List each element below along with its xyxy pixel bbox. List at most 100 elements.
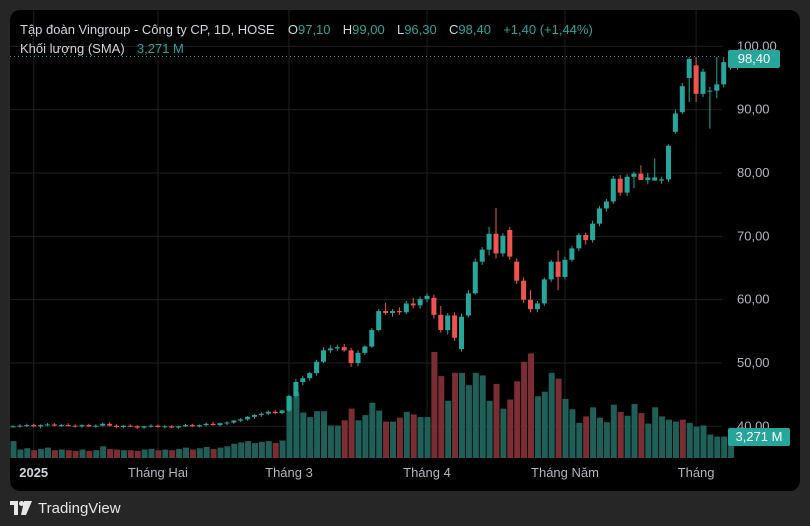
close-label: C: [449, 22, 459, 37]
candle-body: [597, 208, 602, 224]
candle-body: [224, 422, 230, 424]
volume-bar: [465, 385, 472, 458]
volume-bar: [245, 441, 252, 458]
candle-body: [652, 177, 658, 181]
volume-bar: [528, 353, 534, 458]
volume-bar: [438, 376, 445, 458]
candle-body: [583, 235, 589, 241]
volume-bar: [645, 423, 652, 458]
volume-bar: [65, 450, 72, 458]
y-tick-label: 60,00: [737, 292, 770, 307]
volume-bar: [362, 415, 369, 458]
symbol-title[interactable]: Tập đoàn Vingroup - Công ty CP, 1D, HOSE: [20, 22, 275, 37]
candle-body: [169, 426, 175, 428]
volume-bar: [265, 441, 272, 458]
candle-body: [127, 425, 133, 427]
candle-body: [707, 90, 713, 92]
volume-bar: [721, 436, 728, 458]
volume-bar: [334, 425, 341, 458]
candle-body: [376, 311, 382, 331]
volume-bar: [321, 411, 327, 458]
volume-bar: [555, 378, 562, 458]
volume-label[interactable]: Khối lượng (SMA): [20, 41, 125, 56]
brand-name: TradingView: [38, 499, 121, 517]
candle-body: [528, 299, 533, 310]
candle-body: [72, 425, 78, 427]
candle-body: [107, 423, 113, 426]
volume-bar: [403, 411, 410, 458]
candle-body: [252, 414, 257, 417]
candle-body: [472, 261, 478, 294]
volume-bar: [114, 449, 120, 458]
volume-bar: [252, 443, 258, 458]
candle-body: [521, 280, 527, 300]
close-value: 98,40: [458, 22, 491, 37]
volume-bar: [45, 447, 51, 458]
x-tick-label: Tháng Năm: [531, 465, 599, 480]
candle-body: [610, 178, 616, 202]
candle-body: [114, 425, 119, 427]
candle-body: [672, 113, 678, 132]
candle-body: [176, 426, 182, 428]
volume-bar: [203, 446, 210, 458]
candle-body: [334, 347, 340, 349]
volume-bar: [300, 412, 307, 458]
candle-body: [479, 249, 485, 262]
volume-bar: [638, 413, 645, 458]
candle-body: [493, 233, 499, 254]
candle-body: [210, 423, 216, 426]
candle-body: [348, 350, 354, 363]
volume-bar: [258, 441, 265, 458]
candle-body: [390, 311, 395, 313]
volume-bar: [17, 449, 24, 458]
candle-body: [321, 350, 326, 362]
volume-bar: [327, 425, 334, 458]
chart-panel[interactable]: 40,00 50,00 60,00 70,00 80,00 90,00 100,00 2025…: [10, 10, 800, 491]
candle-body: [286, 395, 292, 411]
candle-body: [417, 299, 423, 306]
volume-bar: [390, 421, 396, 458]
y-tick-label: 50,00: [737, 355, 770, 370]
volume-bar: [672, 421, 679, 458]
candle-body: [548, 261, 554, 280]
candle-body: [369, 330, 375, 347]
candle-body: [452, 315, 458, 338]
volume-bar: [293, 392, 300, 458]
tradingview-logo-icon: [10, 501, 32, 515]
volume-bar: [679, 419, 686, 458]
brand-footer[interactable]: TradingView: [10, 497, 121, 519]
candle-body: [279, 410, 285, 414]
volume-bar: [279, 440, 286, 458]
volume-bar: [617, 411, 624, 458]
candle-body: [238, 419, 244, 421]
volume-bar: [210, 448, 217, 458]
volume-bar: [217, 447, 224, 458]
candle-body: [258, 413, 264, 415]
candle-body: [590, 223, 596, 241]
candle-body: [569, 248, 575, 260]
candle-body: [141, 426, 147, 428]
volume-bar: [58, 449, 65, 458]
open-label: O: [287, 22, 298, 37]
candle-body: [562, 259, 568, 277]
volume-bar: [659, 416, 666, 458]
candle-body: [410, 303, 416, 306]
candlestick-chart[interactable]: 40,0050,0060,0070,0080,0090,00100,002025…: [10, 10, 800, 491]
candle-body: [679, 86, 685, 113]
volume-bar: [728, 436, 735, 458]
candle-body: [189, 425, 195, 427]
volume-bar: [493, 383, 500, 458]
candle-body: [65, 425, 71, 427]
candle-body: [459, 316, 464, 350]
volume-bar: [196, 448, 203, 458]
candle-body: [341, 347, 347, 351]
volume-bar: [576, 422, 583, 458]
candle-body: [631, 173, 637, 177]
candle-body: [79, 425, 85, 427]
candle-body: [148, 425, 154, 427]
candle-body: [383, 311, 389, 313]
candle-body: [659, 179, 665, 181]
candle-body: [183, 425, 188, 427]
candle-body: [162, 426, 168, 428]
